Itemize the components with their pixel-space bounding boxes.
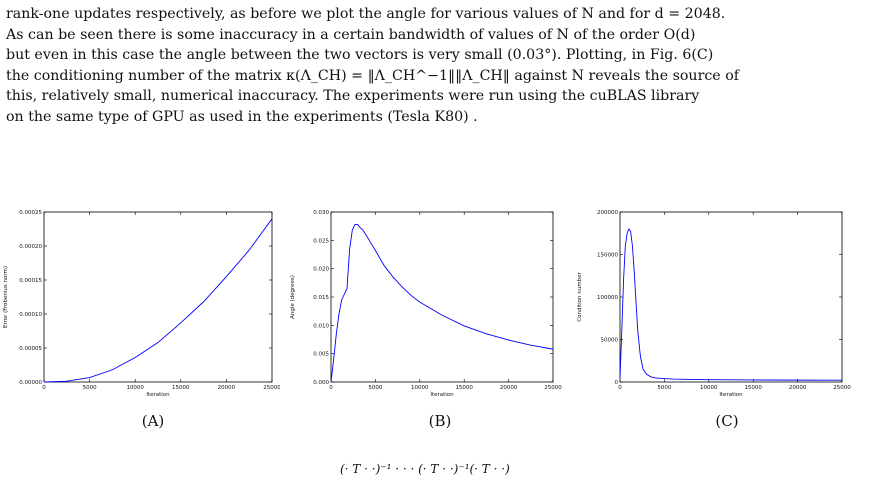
y-tick-label: 0.010 (313, 323, 329, 329)
x-tick-label: 0 (618, 385, 622, 391)
paragraph-line: rank-one updates respectively, as before… (6, 6, 726, 22)
figure-panel-c: 0 5000 10000 15000 20000 25000 0 50000 100000 150… (574, 208, 859, 403)
x-tick-label: 10000 (126, 385, 144, 391)
x-tick-label: 20000 (500, 385, 518, 391)
caption-c: (C) (715, 412, 739, 430)
series-line (330, 224, 554, 383)
y-tick-label: 0.00020 (19, 244, 42, 250)
x-tick-label: 10000 (411, 385, 429, 391)
y-axis-label: Angle (degrees) (290, 275, 296, 319)
series-line (43, 218, 273, 383)
x-tick-label: 20000 (789, 385, 807, 391)
x-axis-label: Iteration (719, 392, 743, 398)
figure-panel-b: 0 5000 10000 15000 20000 25000 0.000 0.005 0.010… (287, 208, 567, 403)
y-axis-label: Condition number (577, 272, 583, 322)
x-tick-label: 5000 (368, 385, 382, 391)
angle-chart: 0 5000 10000 15000 20000 25000 0.000 0.005 0.010… (290, 210, 562, 398)
series-line (619, 228, 843, 381)
y-tick-label: 0.015 (313, 295, 329, 301)
caption-a: (A) (141, 412, 165, 430)
x-axis-label: Iteration (146, 392, 170, 398)
x-tick-label: 25000 (263, 385, 280, 391)
x-tick-label: 20000 (218, 385, 236, 391)
y-tick-label: 0.005 (313, 352, 329, 358)
paragraph-line: the conditioning number of the matrix κ(… (6, 67, 739, 84)
y-tick-label: 100000 (597, 295, 618, 301)
plot-frame (330, 211, 554, 383)
x-tick-label: 25000 (833, 385, 851, 391)
x-tick-label: 0 (329, 385, 333, 391)
y-tick-label: 150000 (597, 253, 618, 259)
body-paragraph: rank-one updates respectively, as before… (6, 4, 864, 127)
y-tick-label: 0.00025 (19, 210, 42, 216)
error-chart: 0 5000 10000 15000 20000 25000 0.00000 0.00005 0… (3, 210, 280, 398)
x-axis-label: Iteration (430, 392, 454, 398)
y-tick-label: 0.00000 (19, 380, 42, 386)
y-axis-label: Error (Frobenius norm) (3, 266, 9, 328)
x-tick-label: 15000 (744, 385, 762, 391)
bottom-formula-fragment: (· T · ·)⁻¹ · · · (· T · ·)⁻¹(· T · ·) (340, 462, 510, 476)
y-tick-label: 0.00010 (19, 312, 42, 318)
x-tick-label: 10000 (700, 385, 718, 391)
plot-frame (619, 211, 843, 383)
y-tick-label: 200000 (597, 210, 618, 216)
x-tick-label: 5000 (83, 385, 97, 391)
x-tick-label: 15000 (455, 385, 473, 391)
condition-number-chart: 0 5000 10000 15000 20000 25000 0 50000 100000 150… (577, 210, 851, 398)
x-tick-label: 25000 (544, 385, 562, 391)
y-tick-label: 0 (615, 380, 619, 386)
x-tick-label: 5000 (657, 385, 671, 391)
y-tick-label: 0.00005 (19, 346, 42, 352)
paragraph-line: but even in this case the angle between … (6, 47, 714, 63)
y-tick-label: 0.020 (313, 267, 329, 273)
paragraph-line: this, relatively small, numerical inaccu… (6, 88, 700, 104)
y-tick-label: 0.025 (313, 238, 329, 244)
plot-frame (43, 211, 273, 383)
x-tick-label: 15000 (172, 385, 190, 391)
x-tick-label: 0 (42, 385, 46, 391)
caption-b: (B) (428, 412, 452, 430)
y-tick-label: 0.030 (313, 210, 329, 216)
figure-panel-a: 0 5000 10000 15000 20000 25000 0.00000 0.00005 0… (0, 208, 280, 403)
paragraph-line: As can be seen there is some inaccuracy … (6, 26, 696, 43)
y-tick-label: 0.00015 (19, 278, 42, 284)
y-tick-label: 0.000 (313, 380, 329, 386)
paragraph-line: on the same type of GPU as used in the e… (6, 108, 478, 125)
y-tick-label: 50000 (601, 338, 619, 344)
